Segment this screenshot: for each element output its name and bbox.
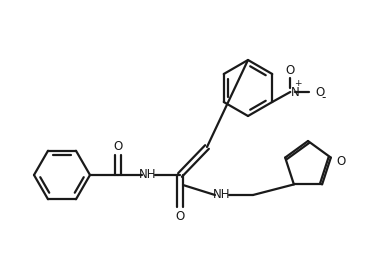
Text: O: O [175,211,185,224]
Text: O: O [286,65,295,77]
Text: +: + [295,80,302,88]
Text: -: - [321,91,326,104]
Text: NH: NH [139,168,157,182]
Text: N: N [291,86,300,99]
Text: NH: NH [213,188,231,201]
Text: O: O [315,86,324,99]
Text: O: O [113,140,123,153]
Text: O: O [337,155,346,168]
